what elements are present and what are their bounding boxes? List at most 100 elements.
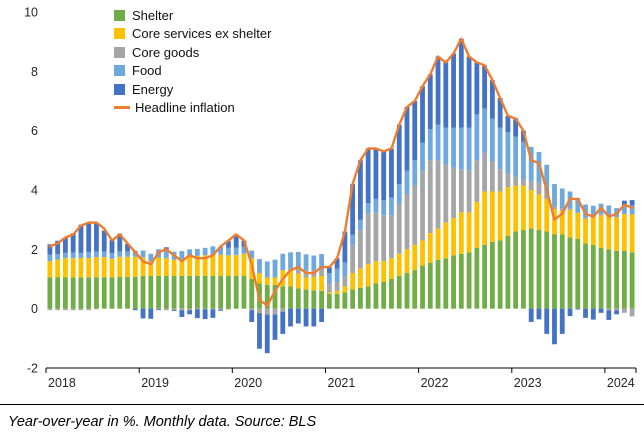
bar-segment bbox=[396, 204, 402, 254]
bar-segment bbox=[101, 251, 107, 258]
bar-segment bbox=[350, 184, 356, 235]
bar-segment bbox=[288, 252, 293, 269]
bar-segment bbox=[513, 231, 519, 309]
bar-segment bbox=[505, 132, 511, 174]
bar-segment bbox=[55, 254, 61, 260]
bar-segment bbox=[482, 152, 488, 192]
bar-segment bbox=[272, 314, 278, 340]
bar-segment bbox=[202, 308, 208, 310]
bar-segment bbox=[187, 310, 193, 315]
bar-segment bbox=[241, 253, 247, 277]
bar-segment bbox=[264, 277, 270, 285]
bar-segment bbox=[101, 230, 107, 252]
bar-segment bbox=[559, 234, 565, 309]
bar-segment bbox=[536, 182, 542, 195]
bar-segment bbox=[140, 276, 146, 309]
bar-segment bbox=[536, 230, 542, 309]
bar-segment bbox=[575, 198, 581, 213]
bar-segment bbox=[342, 231, 348, 263]
bar-segment bbox=[412, 160, 418, 186]
bar-segment bbox=[202, 309, 208, 320]
bar-segment bbox=[396, 253, 402, 277]
bar-segment bbox=[319, 254, 324, 270]
bar-segment bbox=[451, 218, 456, 256]
bar-segment bbox=[427, 262, 433, 309]
bar-segment bbox=[179, 308, 185, 311]
bar-segment bbox=[86, 252, 92, 258]
bar-segment bbox=[334, 268, 340, 282]
bar-segment bbox=[420, 265, 425, 309]
bar-segment bbox=[365, 286, 371, 309]
bar-segment bbox=[489, 80, 495, 119]
bar-segment bbox=[148, 253, 154, 262]
bar-segment bbox=[590, 205, 596, 218]
bar-segment bbox=[233, 234, 239, 248]
bar-segment bbox=[528, 181, 534, 190]
bar-segment bbox=[303, 277, 309, 290]
bar-segment bbox=[614, 217, 619, 251]
bar-segment bbox=[78, 277, 84, 309]
y-tick-label: -2 bbox=[27, 362, 38, 376]
bar-segment bbox=[319, 269, 324, 277]
bar-segment bbox=[55, 259, 61, 278]
bar-segment bbox=[489, 161, 495, 192]
bar-segment bbox=[443, 222, 449, 259]
bar-segment bbox=[109, 239, 115, 254]
bar-segment bbox=[125, 251, 130, 257]
bar-segment bbox=[233, 254, 239, 256]
bar-segment bbox=[373, 283, 379, 309]
bar-segment bbox=[179, 251, 185, 259]
bar-segment bbox=[420, 170, 425, 241]
bar-segment bbox=[47, 244, 53, 255]
bar-segment bbox=[264, 261, 270, 278]
bar-segment bbox=[567, 308, 573, 317]
bar-segment bbox=[358, 230, 363, 269]
bar-segment bbox=[272, 277, 278, 285]
bar-segment bbox=[528, 228, 534, 309]
bar-segment bbox=[381, 215, 387, 262]
bar-segment bbox=[373, 212, 379, 262]
bar-segment bbox=[280, 253, 286, 271]
bar-segment bbox=[528, 146, 534, 182]
bar-segment bbox=[451, 127, 456, 168]
bar-segment bbox=[63, 252, 68, 259]
bar-segment bbox=[435, 56, 441, 125]
bar-segment bbox=[249, 308, 255, 311]
bar-segment bbox=[179, 276, 185, 309]
bar-segment bbox=[505, 235, 511, 309]
bar-segment bbox=[365, 264, 371, 287]
bar-segment bbox=[404, 194, 410, 250]
bar-segment bbox=[63, 238, 68, 253]
caption-divider bbox=[0, 404, 644, 405]
chart-caption: Year-over-year in %. Monthly data. Sourc… bbox=[8, 414, 317, 430]
bar-segment bbox=[365, 148, 371, 204]
bar-segment bbox=[489, 191, 495, 242]
bar-segment bbox=[350, 234, 356, 245]
bar-segment bbox=[544, 308, 550, 334]
bar-segment bbox=[132, 308, 138, 311]
bar-segment bbox=[264, 284, 270, 309]
legend-label: Core goods bbox=[132, 44, 200, 60]
bar-segment bbox=[319, 290, 324, 309]
bar-segment bbox=[101, 277, 107, 309]
bar-segment bbox=[101, 257, 107, 278]
x-tick-label: 2019 bbox=[141, 376, 169, 390]
bar-segment bbox=[381, 151, 387, 201]
bar-segment bbox=[358, 287, 363, 309]
bar-segment bbox=[47, 277, 53, 309]
bar-segment bbox=[575, 308, 581, 310]
bar-segment bbox=[513, 176, 519, 186]
bar-segment bbox=[458, 169, 464, 213]
bar-segment bbox=[94, 223, 99, 252]
series-core-goods bbox=[47, 152, 635, 317]
bar-segment bbox=[552, 206, 557, 210]
bar-segment bbox=[404, 170, 410, 195]
bar-segment bbox=[474, 247, 480, 309]
bar-segment bbox=[381, 281, 387, 309]
bar-segment bbox=[474, 114, 480, 161]
y-axis: 10 8 6 4 2 0 -2 bbox=[24, 6, 38, 376]
bar-segment bbox=[559, 308, 565, 334]
bar-segment bbox=[389, 148, 394, 198]
bar-segment bbox=[179, 310, 185, 317]
